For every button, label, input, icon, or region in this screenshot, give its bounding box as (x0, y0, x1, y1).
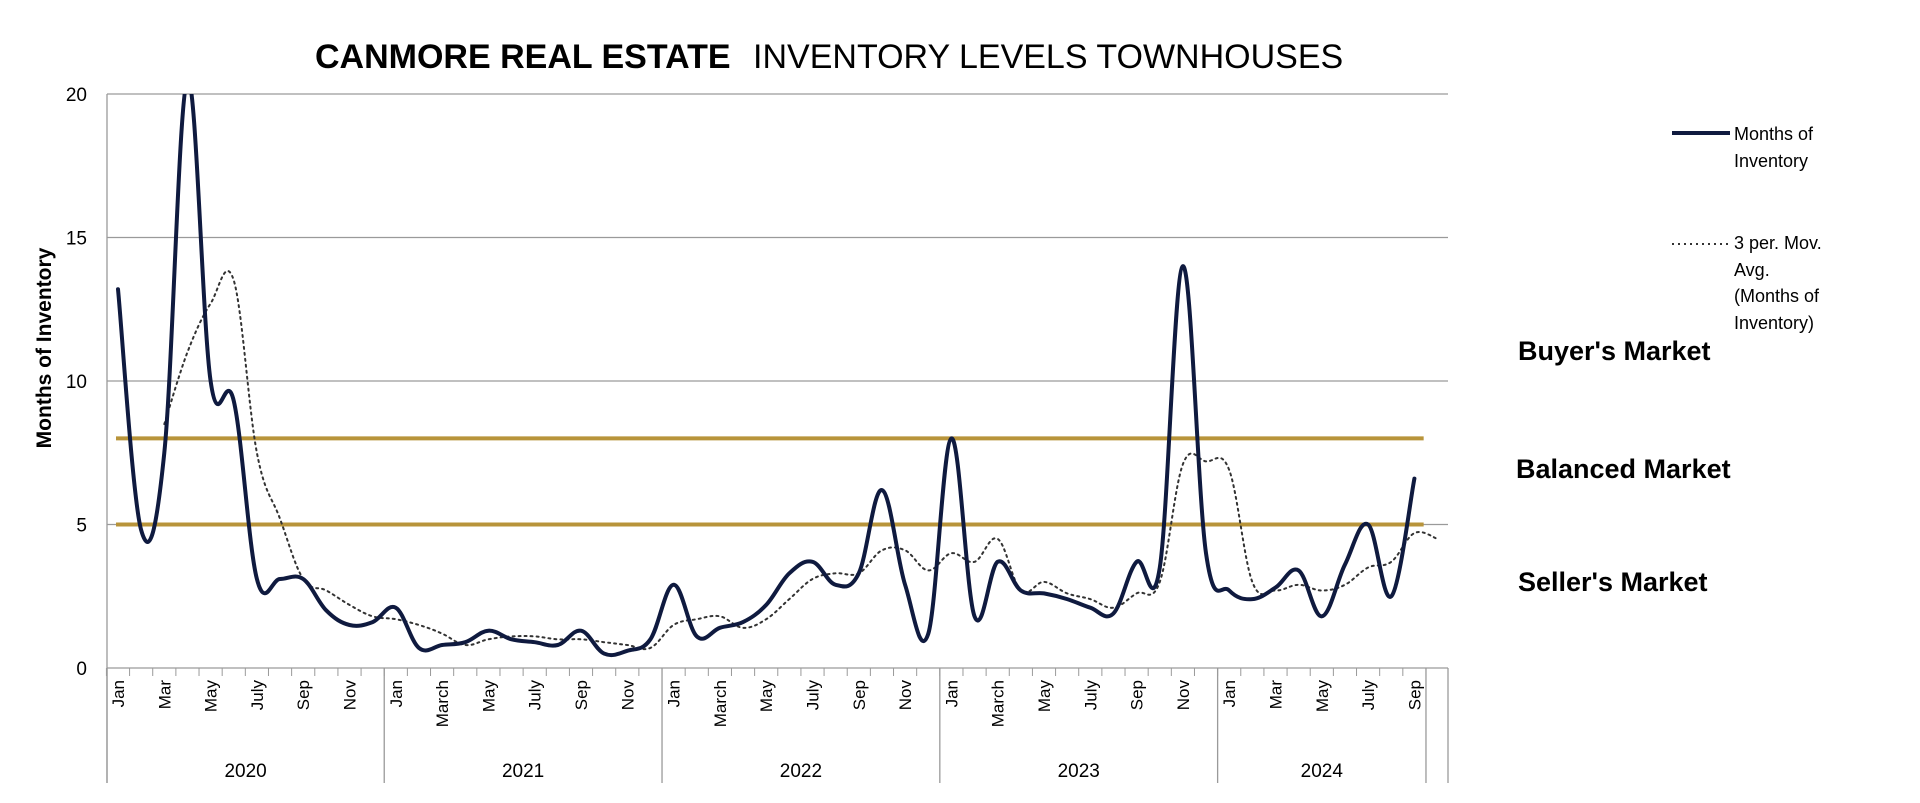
zone-label-buyers: Buyer's Market (1518, 336, 1711, 366)
zone-label-sellers: Seller's Market (1518, 567, 1708, 597)
y-tick-label-15: 15 (66, 229, 87, 250)
x-tick-label: July (804, 680, 823, 711)
x-tick-label: Nov (618, 680, 637, 711)
legend-mavg-line4: Inventory) (1734, 313, 1814, 333)
x-tick-label: March (989, 680, 1008, 727)
legend-mavg-line2: Avg. (1734, 260, 1770, 280)
x-tick-label: Mar (1267, 680, 1286, 710)
x-tick-label: July (1359, 680, 1378, 711)
chart-title: CANMORE REAL ESTATE INVENTORY LEVELS TOW… (315, 38, 1343, 76)
x-tick-label: Jan (1220, 680, 1239, 707)
y-axis-label: Months of Inventory (33, 247, 56, 448)
reference-lines (116, 436, 1424, 527)
series-line-months-of-inventory (116, 94, 1417, 658)
series-lines (116, 94, 1439, 658)
x-tick-label: May (479, 680, 498, 713)
x-tick-label: Nov (341, 680, 360, 711)
x-tick-label: Sep (294, 680, 313, 710)
axes: 0 5 10 15 20 Jan Mar May July Sep Nov Jan March May Ju… (66, 85, 1449, 783)
y-tick-label-5: 5 (76, 516, 87, 537)
x-tick-label: Jan (109, 680, 128, 707)
x-tick-label: Jan (942, 680, 961, 707)
x-tick-label: May (757, 680, 776, 713)
y-tick-label-20: 20 (66, 85, 87, 106)
x-tick-label: Sep (1128, 680, 1147, 710)
x-tick-label: Nov (896, 680, 915, 711)
x-tick-label: July (1081, 680, 1100, 711)
year-label-2023: 2023 (1058, 761, 1100, 782)
series-line-moving-average (163, 270, 1439, 651)
y-tick-label-0: 0 (76, 659, 87, 680)
x-tick-label: Jan (665, 680, 684, 707)
x-tick-label: March (433, 680, 452, 727)
year-label-2021: 2021 (502, 761, 544, 782)
x-tick-label: Jan (387, 680, 406, 707)
x-tick-label: May (202, 680, 221, 713)
year-label-2020: 2020 (224, 761, 266, 782)
grid-lines (107, 93, 1448, 526)
x-tick-label: May (1035, 680, 1054, 713)
legend-mavg-line1: 3 per. Mov. (1734, 233, 1822, 253)
chart-title-rest: INVENTORY LEVELS TOWNHOUSES (753, 38, 1343, 76)
x-tick-label: May (1313, 680, 1332, 713)
x-tick-label: July (526, 680, 545, 711)
x-tick-label: Sep (572, 680, 591, 710)
year-label-2024: 2024 (1301, 761, 1344, 782)
x-tick-label: Sep (1405, 680, 1424, 710)
chart-title-bold: CANMORE REAL ESTATE (315, 38, 731, 76)
y-tick-label-10: 10 (66, 372, 87, 393)
x-tick-label: Sep (850, 680, 869, 710)
x-tick-label: Mar (155, 680, 174, 710)
x-tick-label: Nov (1174, 680, 1193, 711)
zone-label-balanced: Balanced Market (1516, 454, 1731, 484)
legend-label-line1: Months of (1734, 124, 1814, 144)
x-tick-label: March (711, 680, 730, 727)
year-label-2022: 2022 (780, 761, 822, 782)
x-tick-label: July (248, 680, 267, 711)
legend-label-line2: Inventory (1734, 151, 1808, 171)
legend: Months of Inventory 3 per. Mov. Avg. (Mo… (1672, 124, 1822, 333)
legend-mavg-line3: (Months of (1734, 286, 1820, 306)
